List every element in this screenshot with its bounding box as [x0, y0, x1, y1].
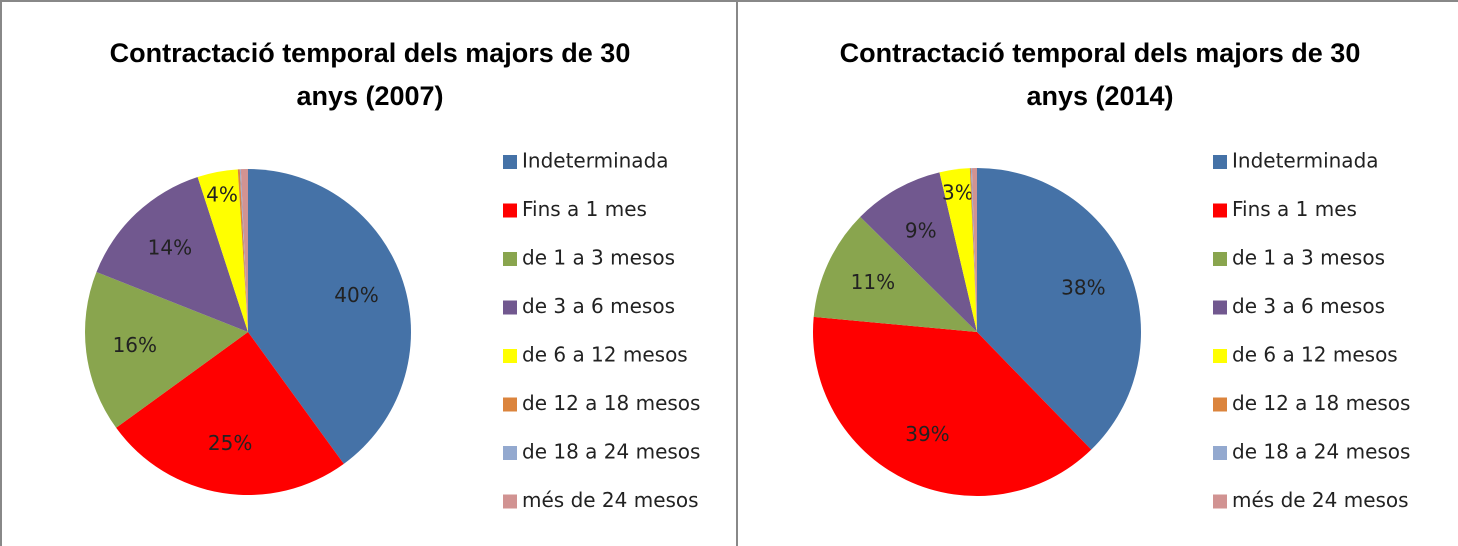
- legend-label: de 12 a 18 mesos: [522, 391, 700, 415]
- pie-slice: [813, 316, 1092, 497]
- pie-slice: [85, 271, 249, 428]
- pie-slice: [239, 169, 248, 332]
- legend-label: Indeterminada: [1232, 149, 1379, 173]
- data-label: 39%: [905, 422, 949, 446]
- pie-slice: [969, 168, 977, 332]
- legend-swatch: [1213, 252, 1227, 266]
- legend-swatch: [503, 349, 517, 363]
- chart-panel: [736, 0, 1458, 546]
- legend-swatch: [1213, 446, 1227, 460]
- pie-slice: [860, 172, 977, 332]
- legend-label: Fins a 1 mes: [1232, 197, 1357, 221]
- data-label: 40%: [334, 283, 378, 307]
- legend-label: de 1 a 3 mesos: [1232, 246, 1385, 270]
- legend-swatch: [1213, 155, 1227, 169]
- data-label: 38%: [1061, 275, 1105, 299]
- pie-slice: [970, 168, 977, 332]
- legend-swatch: [1213, 349, 1227, 363]
- legend-swatch: [503, 252, 517, 266]
- legend-label: de 6 a 12 mesos: [522, 343, 688, 367]
- pie-slice: [977, 168, 1141, 450]
- data-label: 4%: [206, 182, 238, 206]
- data-label: 3%: [942, 180, 974, 204]
- pie-slice: [237, 169, 248, 332]
- legend-swatch: [503, 300, 517, 315]
- legend-label: de 12 a 18 mesos: [1232, 391, 1410, 415]
- legend-swatch: [503, 155, 517, 169]
- legend-swatch: [1213, 300, 1227, 315]
- legend-swatch: [503, 446, 517, 460]
- legend-swatch: [1213, 397, 1227, 412]
- chart-title: Contractació temporal dels majors de 30 …: [109, 38, 631, 111]
- data-label: 14%: [148, 235, 192, 259]
- legend-swatch: [503, 494, 517, 509]
- pie-slice: [96, 176, 248, 332]
- legend-label: més de 24 mesos: [522, 488, 699, 512]
- legend-swatch: [1213, 203, 1227, 218]
- legend-swatch: [1213, 494, 1227, 509]
- data-label: 16%: [113, 333, 157, 357]
- legend-label: Fins a 1 mes: [522, 197, 647, 221]
- legend-swatch: [503, 203, 517, 218]
- pie-slice: [197, 169, 248, 332]
- data-label: 25%: [208, 431, 252, 455]
- data-label: 9%: [905, 218, 937, 242]
- legend-label: de 18 a 24 mesos: [522, 440, 700, 464]
- legend-label: de 3 a 6 mesos: [522, 294, 675, 318]
- pie-slice: [813, 216, 977, 332]
- legend-label: més de 24 mesos: [1232, 488, 1409, 512]
- legend-label: Indeterminada: [522, 149, 669, 173]
- legend-label: de 18 a 24 mesos: [1232, 440, 1410, 464]
- pie-slice: [240, 169, 248, 332]
- legend-label: de 3 a 6 mesos: [1232, 294, 1385, 318]
- data-label: 11%: [851, 270, 895, 294]
- pie-slice: [939, 168, 977, 332]
- pie-slice: [971, 168, 977, 332]
- pie-slice: [116, 332, 344, 495]
- chart-title: Contractació temporal dels majors de 30 …: [839, 38, 1361, 111]
- legend-label: de 1 a 3 mesos: [522, 246, 675, 270]
- pie-slice: [248, 169, 411, 464]
- legend-label: de 6 a 12 mesos: [1232, 343, 1398, 367]
- legend-swatch: [503, 397, 517, 412]
